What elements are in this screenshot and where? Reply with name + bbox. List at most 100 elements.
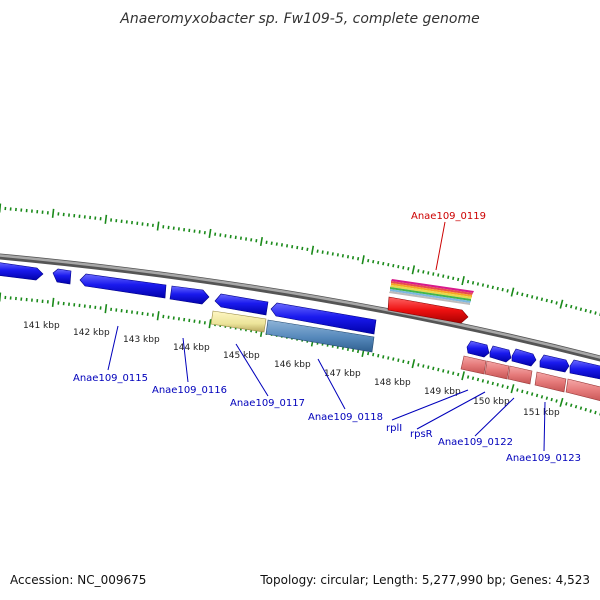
scale-tick (559, 397, 564, 407)
cds-arrow[interactable] (489, 345, 512, 363)
scale-tick (422, 364, 425, 368)
scale-tick (183, 317, 186, 322)
scale-label: 141 kbp (23, 321, 60, 331)
scale-tick (574, 306, 578, 310)
gene-label-anae109-0116[interactable]: Anae109_0116 (152, 385, 227, 396)
scale-label: 144 kbp (173, 343, 210, 353)
cds-box[interactable] (534, 371, 567, 393)
cds-arrow[interactable] (0, 262, 44, 281)
gene-label-rpll[interactable]: rplI (386, 423, 402, 434)
scale-tick (565, 402, 568, 406)
scale-tick (377, 260, 380, 265)
cds-box[interactable] (507, 365, 533, 385)
scale-tick (275, 242, 278, 246)
scale-tick (357, 256, 360, 261)
scale-tick (321, 250, 324, 254)
map-title: Anaeromyxobacter sp. Fw109-5, complete g… (119, 11, 479, 27)
scale-tick (136, 311, 139, 315)
gene-label-anae109-0117[interactable]: Anae109_0117 (230, 398, 305, 409)
scale-tick (570, 304, 573, 309)
scale-tick (208, 228, 212, 239)
scale-label: 143 kbp (123, 335, 160, 345)
scale-tick (356, 349, 360, 354)
scale-tick (417, 269, 420, 273)
gene-label-anae109-0122[interactable]: Anae109_0122 (438, 437, 513, 448)
scale-tick (579, 406, 583, 410)
scale-tick (594, 410, 597, 415)
scale-tick (367, 351, 370, 356)
cds-arrow[interactable] (466, 340, 490, 358)
scale-tick (594, 311, 597, 315)
scale-tick (382, 355, 385, 359)
scale-tick (341, 254, 344, 258)
scale-tick (367, 258, 370, 263)
scale-tick (510, 287, 515, 297)
cds-arrow[interactable] (511, 348, 537, 367)
scale-tick (51, 208, 55, 218)
scale-tick (255, 238, 258, 243)
scale-tick (476, 377, 480, 382)
scale-tick (326, 251, 329, 255)
cds-box[interactable] (460, 355, 487, 375)
steelblue-feature[interactable] (265, 319, 375, 353)
scale-tick (156, 221, 160, 231)
scale-tick (286, 244, 289, 248)
gene-label-anae109-0115[interactable]: Anae109_0115 (73, 373, 148, 384)
topology-text: Topology: circular; Length: 5,277,990 bp… (260, 573, 590, 587)
reverse-strand-genes (460, 355, 600, 402)
scale-tick (579, 307, 583, 311)
scale-tick (442, 369, 445, 373)
scale-tick (372, 259, 375, 264)
scale-tick (422, 270, 425, 274)
scale-tick (172, 316, 175, 320)
scale-tick (239, 236, 242, 240)
cds-arrow[interactable] (214, 293, 269, 316)
scale-tick (397, 358, 400, 362)
scale-label: 149 kbp (424, 387, 461, 397)
scale-tick (331, 252, 334, 256)
scale-tick (565, 303, 568, 308)
cds-arrow[interactable] (79, 273, 167, 299)
cds-arrow[interactable] (169, 285, 210, 305)
cds-box[interactable] (484, 360, 510, 380)
scale-tick (526, 390, 529, 395)
scale-tick (491, 285, 494, 290)
scale-tick (387, 356, 390, 360)
cds-arrow[interactable] (270, 302, 377, 335)
scale-tick (481, 379, 485, 383)
scale-tick (51, 297, 55, 307)
scale-tick (555, 399, 558, 403)
scale-tick (411, 359, 416, 369)
scale-tick (589, 310, 592, 314)
scale-tick (584, 308, 587, 313)
scale-tick (535, 393, 539, 398)
cds-arrow[interactable] (539, 354, 570, 373)
gene-label-anae109-0123[interactable]: Anae109_0123 (506, 453, 581, 464)
scale-tick (417, 363, 420, 367)
scale-tick (250, 238, 253, 242)
gene-label-anae109-0119[interactable]: Anae109_0119 (411, 211, 486, 222)
scale-tick (506, 385, 509, 390)
gene-label-anae109-0118[interactable]: Anae109_0118 (308, 412, 383, 423)
cds-arrow[interactable] (52, 268, 72, 285)
scale-tick (203, 230, 206, 235)
scale-tick (104, 304, 108, 314)
scale-tick (476, 282, 480, 286)
gene-label-rpsr[interactable]: rpsR (410, 429, 433, 440)
scale-tick (208, 319, 212, 329)
feature-anae109-0119[interactable] (387, 279, 474, 324)
scale-tick (545, 396, 549, 400)
scale-tick (427, 365, 430, 369)
cds-arrow[interactable] (569, 359, 600, 380)
scale-tick (397, 264, 400, 269)
scale-label: 145 kbp (223, 351, 260, 361)
cds-box[interactable] (565, 378, 600, 402)
scale-tick (177, 317, 180, 321)
scale-tick (540, 297, 544, 301)
yellow-feature[interactable] (210, 310, 267, 333)
scale-tick (392, 263, 395, 268)
scale-tick (172, 226, 175, 230)
scale-tick (372, 352, 375, 357)
scale-tick (162, 314, 165, 319)
scale-tick (104, 214, 108, 224)
